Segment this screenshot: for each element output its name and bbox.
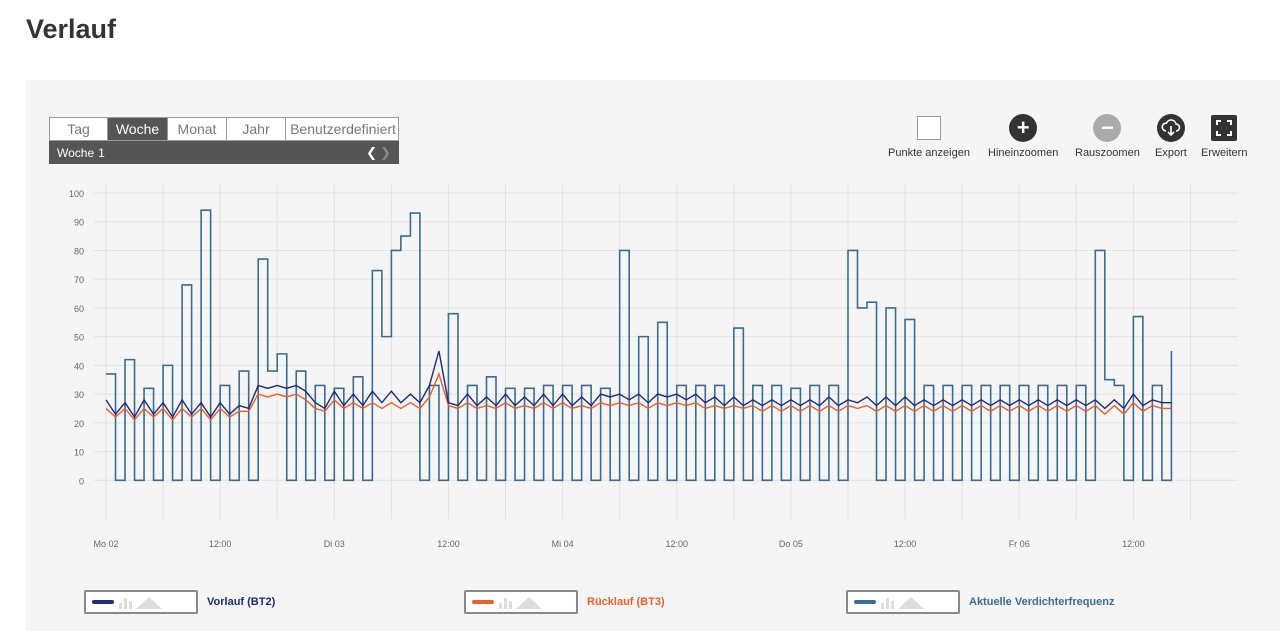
legend-label-ruecklauf: Rücklauf (BT3) (587, 596, 665, 608)
x-tick-label: 12:00 (437, 539, 460, 549)
x-axis-ticks: Mo 02 12:00 Di 03 12:00 Mi 04 12:00 Do 05 12:00… (93, 539, 1144, 549)
period-tabs: Tag Woche Monat Jahr Benutzerdefiniert (49, 117, 399, 141)
history-line-chart[interactable]: 0 10 20 30 40 50 60 70 80 90 100 Mo 02 12:00 Di 03 12… (26, 175, 1280, 555)
plus-icon: + (1009, 114, 1038, 142)
tab-month[interactable]: Monat (168, 118, 227, 140)
series-line-verdichterfrequenz (106, 209, 1173, 482)
expand-icon (1211, 115, 1238, 141)
chevron-left-icon[interactable]: ❮ (366, 145, 377, 160)
tab-week[interactable]: Woche (108, 118, 168, 140)
zoom-out-button[interactable]: − Rauszoomen (1075, 114, 1140, 159)
tab-year[interactable]: Jahr (227, 118, 286, 140)
x-tick-label: Di 03 (324, 539, 345, 549)
y-axis-ticks: 0 10 20 30 40 50 60 70 80 90 100 (69, 189, 84, 486)
zoom-in-button[interactable]: + Hineinzoomen (988, 114, 1058, 159)
y-tick-label: 40 (74, 361, 84, 371)
legend-item-vorlauf[interactable]: Vorlauf (BT2) (84, 590, 275, 614)
zoom-in-label: Hineinzoomen (988, 147, 1059, 159)
y-tick-label: 50 (74, 333, 84, 343)
expand-label: Erweitern (1201, 147, 1248, 159)
legend-label-vorlauf: Vorlauf (BT2) (207, 596, 276, 608)
cloud-download-icon (1156, 114, 1185, 142)
y-tick-label: 100 (69, 189, 84, 199)
y-tick-label: 90 (74, 218, 84, 228)
tab-day[interactable]: Tag (50, 118, 108, 140)
period-selector: Tag Woche Monat Jahr Benutzerdefiniert W… (49, 117, 399, 164)
legend-item-verdichterfrequenz[interactable]: Aktuelle Verdichterfrequenz (846, 590, 1115, 614)
y-tick-label: 10 (74, 448, 84, 458)
expand-button[interactable]: Erweitern (1201, 114, 1247, 159)
y-tick-label: 60 (74, 304, 84, 314)
chevron-right-icon[interactable]: ❯ (380, 145, 391, 160)
period-number: 1 (98, 145, 105, 160)
period-navigator: Woche 1 ❮ ❯ (49, 141, 399, 164)
legend-item-ruecklauf[interactable]: Rücklauf (BT3) (464, 590, 665, 614)
show-points-toggle[interactable]: Punkte anzeigen (888, 114, 970, 159)
x-tick-label: 12:00 (665, 539, 688, 549)
x-tick-label: 12:00 (1122, 539, 1145, 549)
x-tick-label: Mo 02 (93, 539, 118, 549)
export-button[interactable]: Export (1155, 114, 1187, 159)
legend-label-verdichterfrequenz: Aktuelle Verdichterfrequenz (969, 596, 1115, 608)
x-tick-label: 12:00 (894, 539, 917, 549)
y-tick-label: 0 (79, 476, 84, 486)
legend-swatch-verdichterfrequenz (846, 590, 960, 614)
series-line-vorlauf (105, 350, 1172, 419)
y-tick-label: 30 (74, 390, 84, 400)
y-tick-label: 70 (74, 275, 84, 285)
x-tick-label: 12:00 (209, 539, 232, 549)
series-line-ruecklauf (105, 371, 1172, 422)
y-tick-label: 80 (74, 246, 84, 256)
zoom-out-label: Rauszoomen (1075, 147, 1140, 159)
minus-icon: − (1093, 114, 1122, 142)
legend-swatch-vorlauf (84, 590, 198, 614)
page-title: Verlauf (26, 14, 117, 44)
y-tick-label: 20 (74, 419, 84, 429)
checkbox-icon[interactable] (916, 116, 941, 140)
history-panel: Tag Woche Monat Jahr Benutzerdefiniert W… (26, 80, 1280, 631)
legend-swatch-ruecklauf (464, 590, 578, 614)
tab-custom[interactable]: Benutzerdefiniert (290, 121, 396, 137)
show-points-label: Punkte anzeigen (888, 147, 970, 159)
chart-series (105, 209, 1173, 482)
x-tick-label: Mi 04 (552, 539, 574, 549)
export-label: Export (1155, 147, 1187, 159)
x-tick-label: Fr 06 (1009, 539, 1030, 549)
x-tick-label: Do 05 (779, 539, 803, 549)
period-unit-label: Woche (57, 145, 95, 160)
